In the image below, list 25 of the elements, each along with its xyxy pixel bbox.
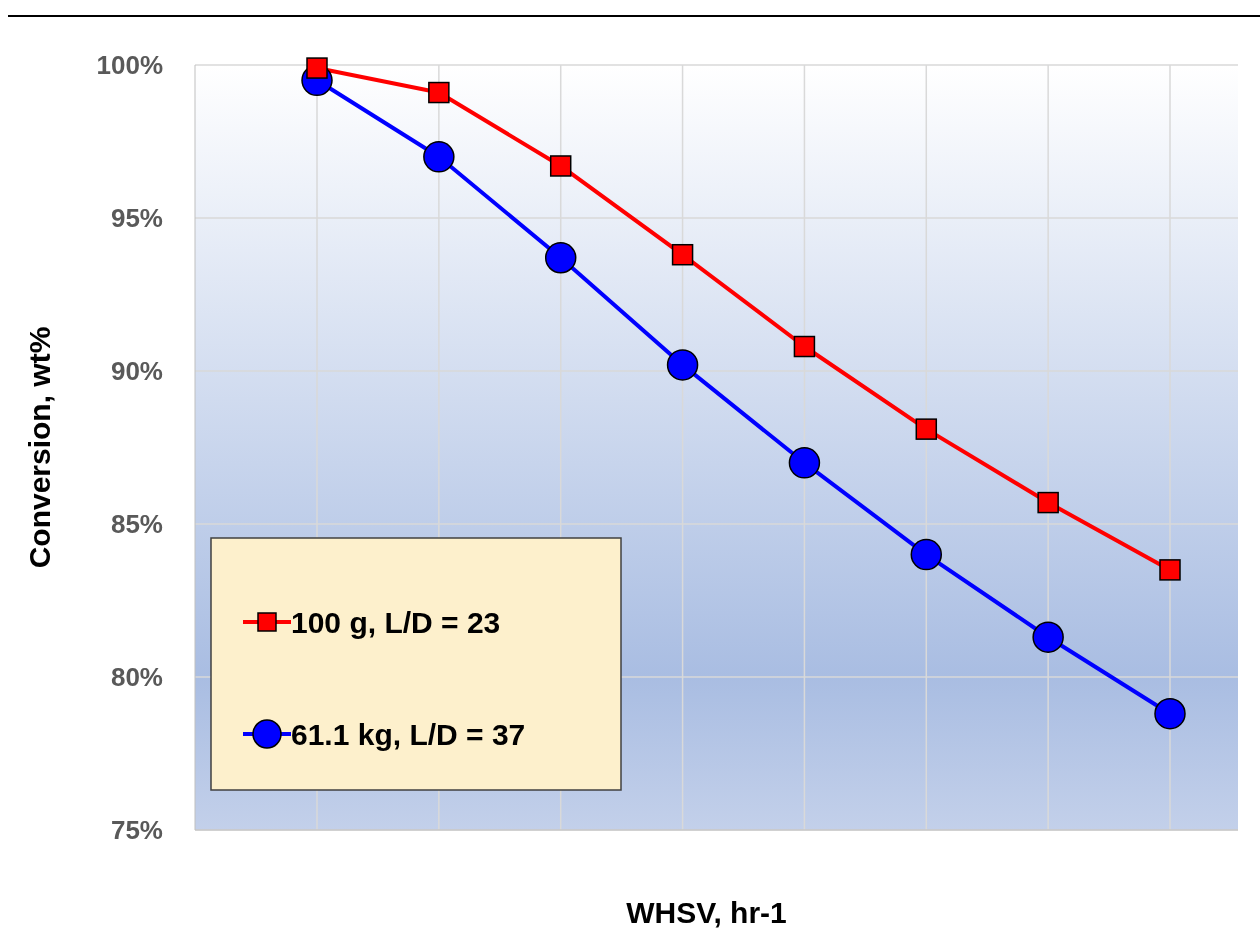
point	[1037, 491, 1059, 514]
y-tick-label: 80%	[110, 662, 163, 693]
point	[910, 538, 943, 571]
point	[544, 242, 577, 274]
point	[793, 335, 816, 358]
y-tick-label: 75%	[110, 815, 163, 846]
point	[788, 447, 821, 479]
point	[1159, 559, 1181, 581]
point	[306, 57, 328, 79]
point	[671, 243, 694, 266]
point	[428, 81, 450, 104]
point	[549, 155, 572, 177]
point	[1154, 697, 1186, 730]
legend-label: 100 g, L/D = 23	[291, 605, 501, 639]
point	[915, 418, 938, 440]
point	[666, 349, 699, 381]
x-axis-title: WHSV, hr-1	[626, 896, 787, 929]
legend-label: 61.1 kg, L/D = 37	[291, 717, 526, 751]
point	[423, 141, 455, 173]
y-tick-label: 100%	[96, 50, 163, 81]
y-tick-label: 85%	[110, 509, 163, 540]
y-tick-label: 95%	[110, 203, 163, 234]
y-tick-label: 90%	[110, 356, 163, 387]
y-axis-title: Conversion, wt%	[23, 326, 56, 569]
point	[1032, 621, 1064, 653]
